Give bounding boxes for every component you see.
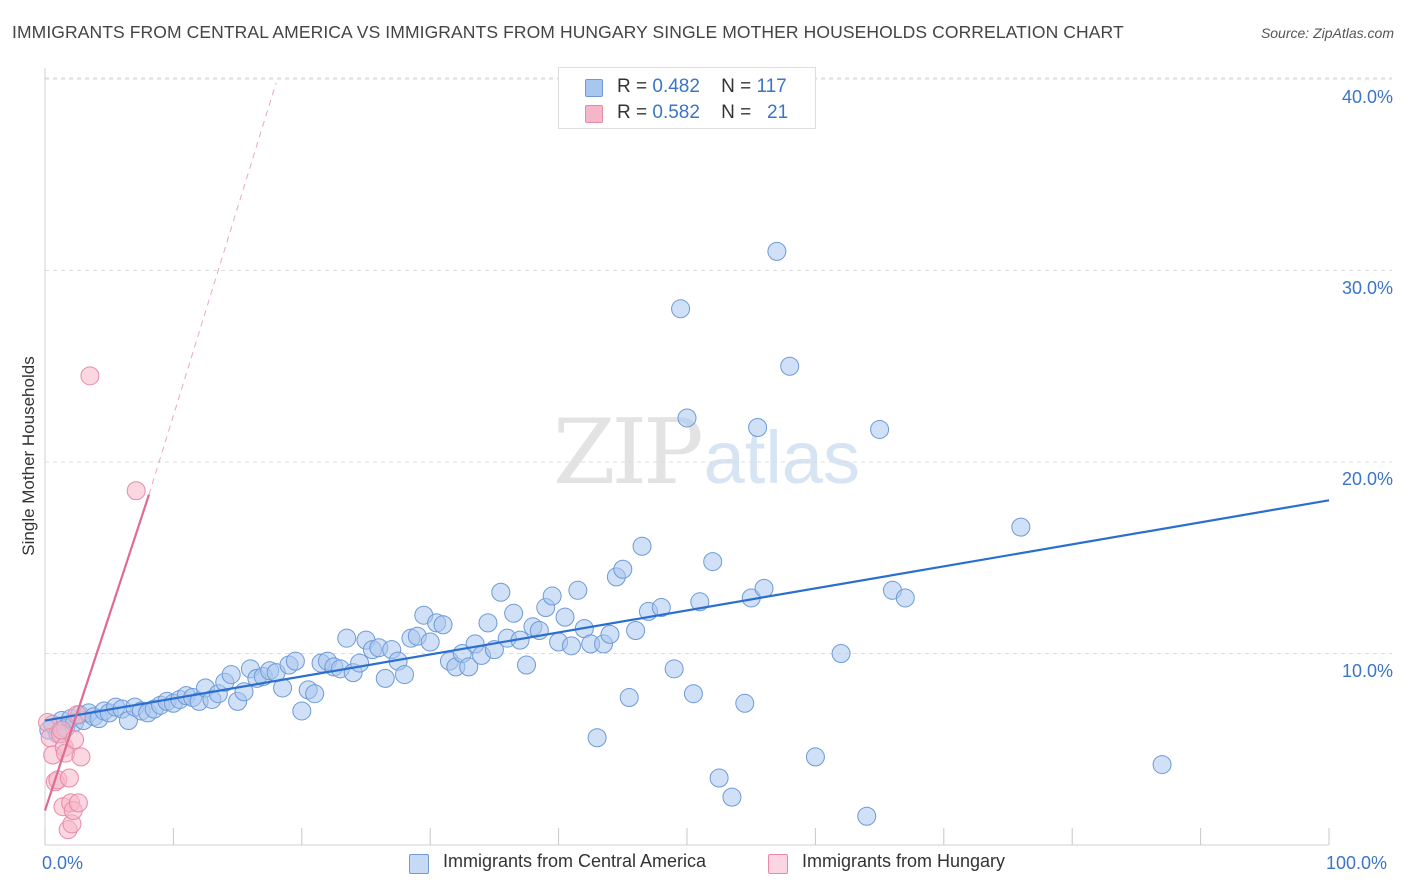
x-tick-label: 100.0% [1326,853,1388,873]
data-point-hungary [71,747,91,767]
data-point-central-america [780,356,800,376]
legend-swatch-blue [585,79,603,97]
y-axis-label: Single Mother Households [19,356,38,556]
data-point-central-america [478,613,498,633]
data-point-central-america [613,559,633,579]
y-tick-label: 30.0% [1341,278,1393,298]
data-point-central-america [805,747,825,767]
chart-title: IMMIGRANTS FROM CENTRAL AMERICA VS IMMIG… [12,22,1124,42]
legend-r-label: R = [617,76,648,97]
data-point-central-america [626,621,646,641]
data-point-central-america [517,655,536,675]
data-point-central-america [651,598,671,618]
data-point-central-america [433,615,453,635]
data-point-central-america [767,241,787,261]
series-name: Immigrants from Hungary [802,851,1006,871]
data-point-hungary [80,366,100,386]
series-swatch-blue [409,854,429,874]
legend-r-value: 0.582 [652,102,700,123]
x-tick-label: 0.0% [42,853,84,873]
data-point-hungary [126,481,146,501]
correlation-legend: R = 0.482 N = 117 R = 0.582 N = 21 [558,67,816,129]
data-point-central-america [632,536,652,556]
watermark-atlas: atlas [703,416,860,499]
legend-n-value: 21 [767,102,789,123]
data-point-central-america [420,632,440,652]
data-point-central-america [504,603,524,623]
legend-r-value: 0.482 [652,76,700,97]
data-point-central-america [664,659,684,679]
data-point-hungary [59,768,79,788]
legend-n-label: N = [721,102,752,123]
data-point-central-america [709,768,729,788]
data-point-central-america [350,653,370,673]
axis-layer [44,68,1330,846]
data-point-central-america [221,665,241,685]
data-point-central-america [555,607,575,627]
data-point-hungary [68,793,88,813]
y-tick-label: 20.0% [1341,469,1393,489]
data-point-central-america [870,419,890,439]
trend-lines [43,82,1330,811]
data-point-central-america [292,701,312,721]
trend-line-hungary [43,494,151,811]
data-point-central-america [754,578,774,598]
series-name: Immigrants from Central America [443,851,707,871]
data-point-central-america [561,636,581,656]
y-tick-label: 40.0% [1341,87,1393,107]
data-point-central-america [857,806,877,826]
data-point-central-america [895,588,915,608]
data-point-central-america [1152,755,1172,775]
central-america-points [39,241,1172,826]
hungary-points [38,366,146,840]
data-point-central-america [285,651,305,671]
data-point-central-america [568,580,588,600]
data-point-central-america [831,644,851,663]
legend-swatch-pink [585,105,603,123]
data-point-central-america [337,628,357,648]
data-point-central-america [703,552,723,572]
data-point-central-america [542,586,562,606]
data-point-central-america [491,582,511,602]
legend-n-value: 117 [756,76,787,97]
data-point-central-america [600,624,620,644]
trend-line-hungary-extension [148,82,277,495]
data-point-central-america [587,728,607,748]
series-swatch-pink [768,854,788,874]
data-point-central-america [375,668,395,688]
trend-line-central-america [44,499,1330,722]
legend-n-label: N = [721,76,752,97]
data-point-central-america [677,408,697,428]
data-point-central-america [305,684,325,704]
data-point-central-america [690,592,710,612]
data-point-central-america [671,299,691,319]
data-point-central-america [395,665,415,685]
data-point-central-america [683,684,703,704]
data-point-central-america [459,657,479,677]
data-point-central-america [619,688,639,708]
source-label: Source: ZipAtlas.com [1260,25,1394,41]
data-point-central-america [722,787,742,807]
y-tick-label: 10.0% [1341,661,1393,681]
data-point-central-america [1011,517,1031,537]
data-point-central-america [748,418,768,438]
data-point-central-america [735,693,755,713]
legend-r-label: R = [617,102,648,123]
